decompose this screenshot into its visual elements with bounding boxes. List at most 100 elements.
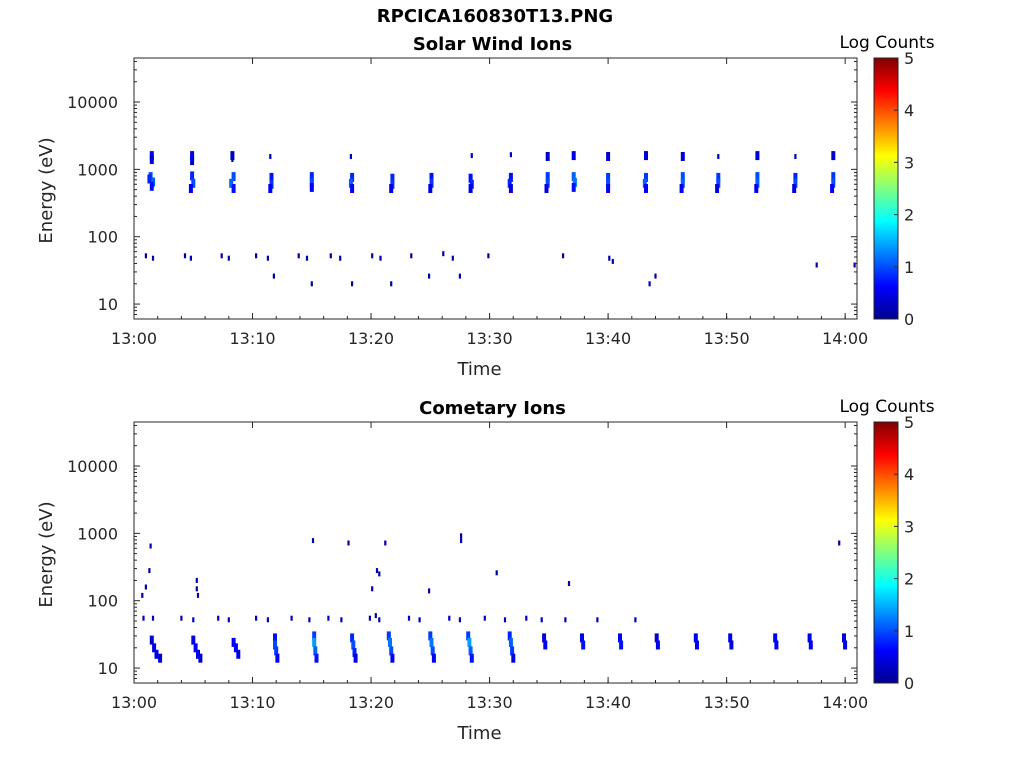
x-tick-label: 13:30: [467, 693, 513, 712]
heatmap-cell: [510, 646, 515, 656]
heatmap-cell: [347, 540, 350, 546]
heatmap-cell: [571, 182, 576, 192]
heatmap-cell: [147, 174, 152, 184]
heatmap-cell: [193, 643, 198, 653]
y-tick-label: 1000: [77, 524, 118, 543]
heatmap-cell: [508, 172, 513, 182]
heatmap-cell: [695, 640, 699, 650]
colorbar-tick-label: 2: [904, 570, 914, 589]
heatmap-cell: [755, 178, 760, 188]
x-tick-label: 13:50: [704, 693, 750, 712]
heatmap-cell: [266, 617, 269, 623]
heatmap-cell: [634, 617, 637, 623]
heatmap-cell: [196, 649, 200, 659]
heatmap-cell: [838, 540, 841, 546]
colorbar-tick-label: 3: [904, 153, 914, 172]
x-tick-label: 14:00: [822, 693, 868, 712]
heatmap-cell: [191, 178, 196, 188]
heatmap-cell: [842, 633, 846, 643]
heatmap-cell: [428, 588, 431, 594]
colorbar-tick-label: 2: [904, 206, 914, 225]
heatmap-cell: [183, 253, 187, 259]
heatmap-cell: [275, 653, 280, 663]
colorbar-tick-label: 1: [904, 622, 914, 641]
heatmap-cell: [269, 172, 274, 182]
heatmap-cell: [430, 646, 435, 656]
heatmap-cell: [152, 643, 157, 653]
heatmap-cell: [755, 172, 760, 182]
heatmap-cell: [375, 568, 379, 574]
heatmap-cell: [230, 151, 235, 161]
heatmap-cell: [508, 184, 513, 193]
heatmap-cell: [468, 646, 473, 656]
x-tick-label: 13:30: [467, 329, 513, 348]
heatmap-cell: [428, 631, 433, 641]
heatmap-cell: [309, 172, 314, 182]
heatmap-cell: [831, 172, 836, 182]
heatmap-cell: [144, 253, 147, 259]
heatmap-cell: [374, 613, 377, 619]
colorbar: Log Counts 0 1 2 3 4 5: [839, 33, 934, 329]
heatmap-cell: [148, 568, 151, 574]
heatmap-cell: [351, 640, 356, 650]
heatmap-cell: [580, 633, 584, 643]
heatmap-cell: [274, 646, 279, 656]
heatmap-cell: [679, 184, 684, 193]
heatmap-cell: [149, 181, 154, 191]
colorbar-tick-label: 4: [904, 465, 914, 484]
heatmap-cell: [794, 154, 797, 159]
axes-frame: [133, 421, 858, 684]
heatmap-cell: [680, 178, 685, 188]
heatmap-cell: [190, 156, 195, 166]
heatmap-cell: [350, 172, 355, 182]
heatmap-cell: [314, 653, 319, 663]
heatmap-cell: [581, 640, 586, 650]
heatmap-cell: [220, 253, 223, 259]
heatmap-cell: [606, 178, 611, 188]
heatmap-cell: [149, 543, 152, 549]
heatmap-cell: [418, 617, 421, 623]
colorbar-label: Log Counts: [839, 397, 934, 417]
colorbar-tick-label: 5: [904, 413, 914, 432]
axes-frame: [133, 57, 858, 320]
heatmap-cell: [313, 646, 318, 656]
heatmap-cell: [564, 617, 567, 623]
heatmap-cell: [728, 633, 733, 643]
heatmap-cell: [543, 640, 548, 650]
heatmap-cell: [290, 615, 293, 621]
heatmap-cell: [429, 178, 434, 188]
heatmap-cell: [368, 615, 371, 621]
heatmap-cell: [255, 615, 258, 621]
heatmap-cell: [793, 172, 798, 182]
heatmap-cell: [273, 633, 277, 643]
heatmap-cell: [460, 533, 463, 539]
heatmap-cell: [495, 570, 498, 576]
heatmap-cell: [350, 633, 355, 643]
heatmap-cell: [297, 253, 300, 259]
x-tick-label: 13:20: [348, 693, 394, 712]
colorbar-tick-label: 0: [904, 310, 914, 329]
y-tick-label: 10000: [67, 457, 118, 476]
heatmap-cell: [611, 258, 614, 264]
colorbar-tick-label: 3: [904, 517, 914, 536]
heatmap-cell: [390, 281, 393, 287]
heatmap-cell: [339, 255, 342, 261]
heatmap-cell: [507, 631, 512, 641]
colorbar-label: Log Counts: [839, 33, 934, 53]
heatmap-cell: [815, 262, 818, 268]
heatmap-cell: [255, 253, 258, 259]
heatmap-cell: [308, 617, 311, 623]
heatmap-cell: [792, 184, 797, 193]
heatmap-cell: [273, 640, 277, 650]
heatmap-cell: [231, 184, 236, 193]
heatmap-cell: [606, 152, 611, 161]
heatmap-cell: [231, 157, 234, 162]
heatmap-cell: [379, 255, 382, 261]
heatmap-cell: [511, 653, 516, 663]
x-axis-label: Time: [456, 359, 501, 380]
heatmap-cell: [371, 586, 374, 592]
heatmap-cell: [407, 615, 411, 621]
heatmap-cell: [227, 617, 230, 623]
x-tick-label: 13:40: [585, 693, 631, 712]
